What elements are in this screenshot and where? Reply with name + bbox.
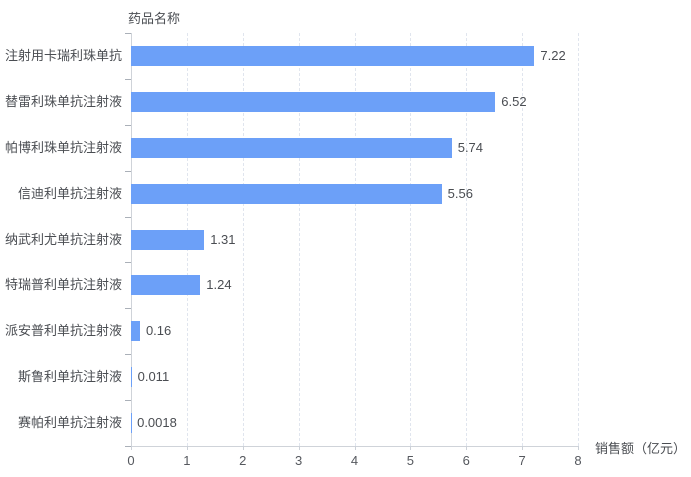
- bar-1.24[interactable]: [131, 275, 201, 296]
- bar-6.52[interactable]: [131, 91, 496, 112]
- value-label: 5.74: [457, 139, 484, 155]
- value-label: 1.31: [210, 231, 236, 247]
- value-label: 5.56: [447, 185, 473, 201]
- y-axis-tick: [125, 216, 131, 218]
- x-axis-tick: [522, 446, 524, 450]
- gridline-x4: [354, 33, 356, 446]
- category-label: 帕博利珠单抗注射液: [4, 139, 122, 155]
- y-axis-tick: [125, 124, 131, 126]
- bar-0.16[interactable]: [131, 321, 140, 342]
- x-tick-label: 0: [127, 453, 135, 468]
- x-axis-tick: [298, 446, 300, 450]
- y-axis-tick: [125, 170, 131, 172]
- bar-1.31[interactable]: [131, 229, 205, 250]
- category-label: 派安普利单抗注射液: [4, 323, 122, 339]
- x-tick-label: 8: [574, 453, 582, 468]
- value-label: 0.011: [137, 369, 170, 385]
- x-tick-label: 6: [462, 453, 470, 468]
- value-label: 0.0018: [137, 415, 177, 431]
- value-label: 0.16: [145, 323, 172, 339]
- x-tick-label: 1: [183, 453, 191, 468]
- x-tick-label: 3: [295, 453, 303, 468]
- gridline-x8: [578, 33, 579, 446]
- value-label: 7.22: [540, 47, 566, 63]
- x-axis-tick: [131, 446, 132, 450]
- gridline-x7: [522, 33, 524, 446]
- bar-5.56[interactable]: [131, 183, 442, 204]
- x-axis-tick: [186, 446, 188, 450]
- category-label: 特瑞普利单抗注射液: [4, 277, 122, 293]
- category-label: 斯鲁利单抗注射液: [17, 369, 122, 385]
- value-label: 6.52: [501, 93, 527, 109]
- y-axis-tick: [125, 33, 131, 34]
- bar-7.22[interactable]: [131, 45, 535, 66]
- category-label: 信迪利单抗注射液: [17, 185, 122, 201]
- x-axis-tick: [410, 446, 412, 450]
- y-axis-tick: [125, 78, 131, 80]
- gridline-x2: [242, 33, 244, 446]
- y-axis-tick: [125, 262, 131, 264]
- x-tick-label: 2: [239, 453, 247, 468]
- y-axis-tick: [125, 308, 131, 310]
- value-label: 1.24: [206, 277, 232, 293]
- gridline-x5: [410, 33, 412, 446]
- x-tick-label: 7: [518, 453, 526, 468]
- y-axis-tick: [125, 354, 131, 356]
- x-axis-tick: [578, 446, 579, 450]
- category-label: 注射用卡瑞利珠单抗: [4, 47, 122, 63]
- category-label: 赛帕利单抗注射液: [17, 415, 122, 431]
- category-label: 纳武利尤单抗注射液: [4, 231, 122, 247]
- category-label: 替雷利珠单抗注射液: [4, 93, 122, 109]
- x-tick-label: 4: [350, 453, 359, 468]
- bar-5.74[interactable]: [131, 137, 452, 158]
- x-axis-tick: [466, 446, 468, 450]
- gridline-x3: [298, 33, 300, 446]
- bar-0.011[interactable]: [131, 367, 132, 388]
- gridline-x6: [466, 33, 468, 446]
- y-axis-tick: [125, 400, 131, 402]
- y-axis-tick: [125, 446, 131, 447]
- x-tick-label: 5: [406, 453, 414, 468]
- y-axis-title: 药品名称: [128, 11, 181, 26]
- x-axis-tick: [242, 446, 244, 450]
- x-axis-title: 销售额（亿元）: [595, 441, 687, 456]
- x-axis-tick: [354, 446, 356, 450]
